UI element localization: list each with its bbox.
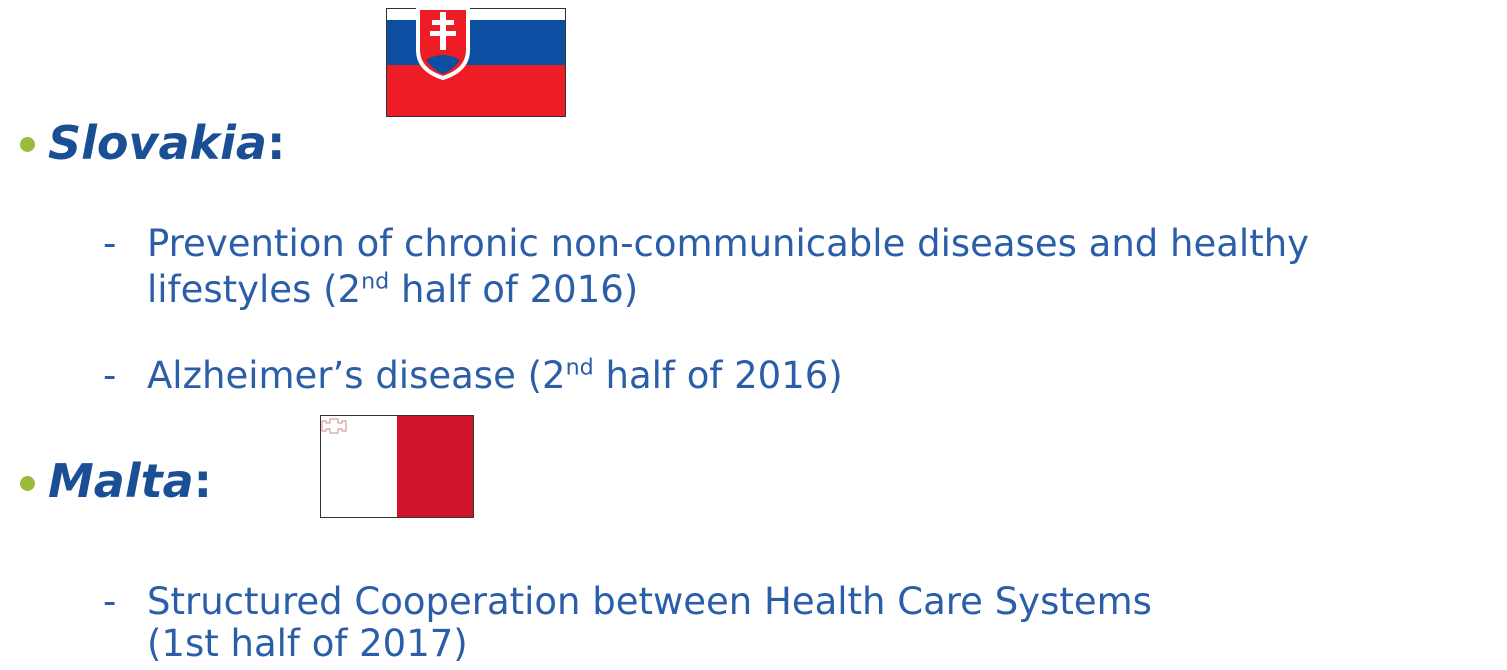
dash: - — [103, 222, 117, 265]
colon: : — [266, 116, 286, 170]
superscript: nd — [361, 268, 390, 295]
bullet — [20, 476, 35, 491]
country: Slovakia — [48, 116, 267, 170]
country-heading: Slovakia: — [48, 120, 285, 166]
item-line: lifestyles (2nd half of 2016) — [147, 271, 638, 308]
text: lifestyles (2 — [147, 268, 362, 311]
country-heading: Malta: — [48, 458, 212, 504]
item-line: Structured Cooperation between Health Ca… — [147, 580, 1152, 623]
text: half of 2016) — [593, 354, 843, 397]
text: Alzheimer’s disease (2 — [147, 354, 566, 397]
item-line: Alzheimer’s disease (2nd half of 2016) — [147, 357, 843, 394]
superscript: nd — [565, 354, 594, 381]
bullet — [20, 137, 35, 152]
flag-malta — [320, 415, 474, 518]
dash: - — [103, 354, 117, 397]
item-line: Prevention of chronic non-communicable d… — [147, 222, 1310, 265]
text: half of 2016) — [389, 268, 639, 311]
flag-slovakia — [386, 8, 566, 117]
country: Malta — [48, 454, 194, 508]
colon: : — [193, 454, 213, 508]
item-line: (1st half of 2017) — [147, 622, 468, 665]
dash: - — [103, 580, 117, 623]
